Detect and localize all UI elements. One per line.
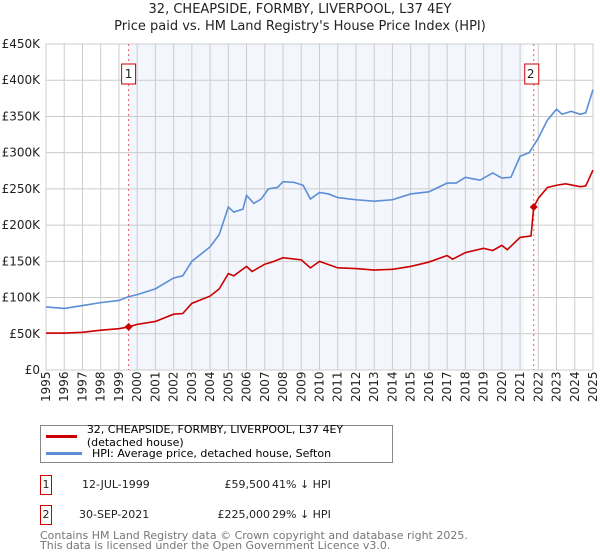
x-tick-label: 2009 — [294, 371, 308, 402]
x-tick-label: 2016 — [422, 371, 436, 402]
sale-delta: 41% ↓ HPI — [272, 478, 331, 491]
sale-point — [529, 203, 538, 211]
y-tick-label: £100K — [2, 291, 42, 305]
y-tick-label: £250K — [2, 182, 42, 196]
chart-subtitle: Price paid vs. HM Land Registry's House … — [114, 19, 486, 34]
legend-item-property: 32, CHEAPSIDE, FORMBY, LIVERPOOL, L37 4E… — [41, 423, 392, 449]
x-tick-label: 2017 — [440, 371, 454, 402]
legend-swatch — [46, 451, 82, 455]
y-tick-label: £0 — [25, 363, 40, 377]
x-tick-label: 2014 — [385, 371, 399, 402]
y-tick-label: £150K — [2, 254, 42, 268]
x-tick-label: 2020 — [495, 371, 509, 402]
x-tick-label: 2018 — [458, 371, 472, 402]
y-tick-label: £300K — [2, 146, 42, 160]
x-tick-label: 2001 — [148, 371, 162, 402]
footer: Contains HM Land Registry data © Crown c… — [40, 529, 468, 552]
sale-label: 1 — [125, 67, 133, 81]
x-tick-label: 2008 — [276, 371, 290, 402]
x-tick-label: 2006 — [240, 371, 254, 402]
legend-item-hpi: HPI: Average price, detached house, Seft… — [41, 445, 331, 461]
sale-date: 12-JUL-1999 — [82, 478, 150, 491]
y-tick-label: £400K — [2, 73, 42, 87]
sale-row-1: 1 12-JUL-1999 £59,500 41% ↓ HPI — [40, 475, 340, 495]
legend-label: 32, CHEAPSIDE, FORMBY, LIVERPOOL, L37 4E… — [86, 423, 344, 449]
legend-label: HPI: Average price, detached house, Seft… — [92, 446, 332, 460]
x-tick-label: 1996 — [57, 371, 71, 402]
x-tick-label: 2004 — [203, 371, 217, 402]
x-tick-label: 2023 — [550, 371, 564, 402]
sale-row-2: 2 30-SEP-2021 £225,000 29% ↓ HPI — [40, 505, 340, 525]
sale-point — [124, 322, 133, 331]
x-tick-label: 2021 — [513, 371, 527, 402]
x-tick-label: 2019 — [477, 371, 491, 402]
x-tick-label: 2005 — [221, 371, 235, 402]
x-tick-label: 1995 — [39, 371, 53, 402]
x-tick-label: 2013 — [367, 371, 381, 402]
x-tick-label: 2010 — [313, 371, 327, 402]
legend: 32, CHEAPSIDE, FORMBY, LIVERPOOL, L37 4E… — [40, 423, 393, 463]
series-line — [45, 89, 594, 310]
y-tick-label: £450K — [2, 37, 42, 51]
footer-licence: This data is licensed under the Open Gov… — [40, 539, 391, 552]
x-tick-label: 2002 — [167, 371, 181, 402]
sale-delta: 29% ↓ HPI — [272, 508, 331, 521]
x-tick-label: 2007 — [258, 371, 272, 402]
x-tick-label: 2011 — [331, 371, 345, 402]
chart-title: 32, CHEAPSIDE, FORMBY, LIVERPOOL, L37 4E… — [148, 2, 452, 17]
x-tick-label: 2012 — [349, 371, 363, 402]
legend-swatch — [46, 434, 77, 438]
x-tick-label: 1998 — [94, 371, 108, 402]
plot-area: £0 £50K £100K £150K £200K £250K £300K £350K £400… — [2, 37, 600, 402]
x-tick-label: 2015 — [404, 371, 418, 402]
x-tick-label: 2000 — [130, 371, 144, 402]
sale-price: £59,500 — [224, 478, 271, 491]
ownership-shading — [128, 44, 524, 370]
footer-copyright: Contains HM Land Registry data © Crown c… — [40, 529, 468, 542]
y-tick-label: £50K — [9, 327, 41, 341]
series-line — [46, 169, 594, 334]
x-tick-label: 1997 — [75, 371, 89, 402]
x-tick-label: 2025 — [586, 371, 600, 402]
sale-label-box — [524, 63, 540, 85]
x-tick-label: 2022 — [531, 371, 545, 402]
x-tick-label: 1999 — [112, 371, 126, 402]
sale-label-box — [121, 63, 137, 85]
sale-label: 2 — [527, 67, 535, 81]
sale-badge: 2 — [40, 505, 52, 525]
x-tick-label: 2024 — [568, 371, 582, 402]
sale-date: 30-SEP-2021 — [79, 508, 150, 521]
sale-badge: 1 — [40, 475, 52, 495]
plot-frame — [45, 43, 594, 371]
y-tick-label: £200K — [2, 218, 42, 232]
sale-price: £225,000 — [217, 508, 271, 521]
y-tick-label: £350K — [2, 109, 42, 123]
x-tick-label: 2003 — [185, 371, 199, 402]
